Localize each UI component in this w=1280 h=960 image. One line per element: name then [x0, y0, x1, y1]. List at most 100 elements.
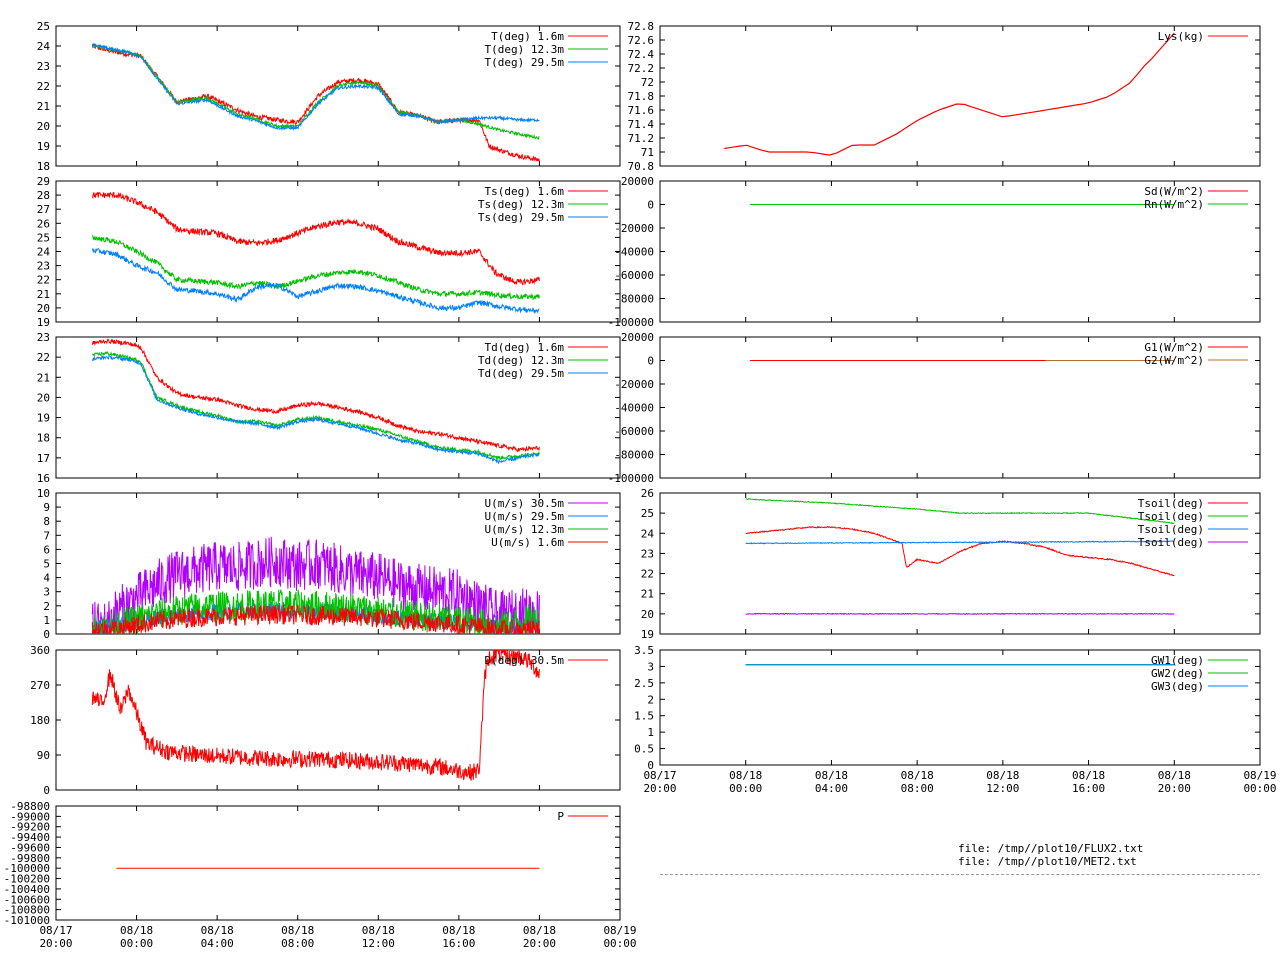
y-tick-label: 10	[37, 487, 50, 500]
legend-label: G2(W/m^2)	[1144, 354, 1204, 367]
legend-label: Tsoil(deg)	[1138, 497, 1204, 510]
legend-label: G1(W/m^2)	[1144, 341, 1204, 354]
y-tick-label: 8	[43, 515, 50, 528]
series-line-2	[745, 540, 1175, 545]
y-tick-label: 24	[37, 40, 51, 53]
file-label-flux: file: /tmp//plot10/FLUX2.txt	[958, 842, 1144, 855]
dashed-divider	[660, 874, 1260, 875]
y-tick-label: 5	[43, 558, 50, 571]
series-line-1	[745, 498, 1175, 525]
y-tick-label: -99000	[10, 810, 50, 823]
y-tick-label: -80000	[614, 293, 654, 306]
plot-frame	[55, 336, 621, 479]
y-tick-label: 0	[647, 355, 654, 368]
y-tick-label: 21	[641, 588, 654, 601]
x-tick-date: 08/18	[362, 924, 395, 937]
y-tick-label: 0	[647, 199, 654, 212]
x-tick-time: 04:00	[815, 782, 848, 795]
y-tick-label: -60000	[614, 269, 654, 282]
y-tick-label: 6	[43, 543, 50, 556]
y-tick-label: -100000	[608, 472, 654, 485]
y-tick-label: 25	[37, 231, 50, 244]
legend-label: Td(deg) 12.3m	[478, 354, 564, 367]
legend-label: U(m/s) 1.6m	[491, 536, 564, 549]
y-tick-label: 71.8	[628, 90, 655, 103]
y-tick-label: -100400	[4, 883, 50, 896]
x-tick-time: 08:00	[281, 937, 314, 950]
y-tick-label: 0	[647, 759, 654, 772]
y-tick-label: -101000	[4, 914, 50, 927]
y-tick-label: 16	[37, 472, 50, 485]
y-tick-label: -99200	[10, 821, 50, 834]
legend-label: GW2(deg)	[1151, 667, 1204, 680]
x-tick-time: 20:00	[643, 782, 676, 795]
x-tick-date: 08/18	[201, 924, 234, 937]
y-tick-label: 23	[37, 260, 50, 273]
x-tick-date: 08/19	[603, 924, 636, 937]
legend-label: D(deg) 30.5m	[485, 654, 565, 667]
y-tick-label: 20	[37, 120, 50, 133]
x-tick-time: 00:00	[1243, 782, 1276, 795]
y-tick-label: -100800	[4, 904, 50, 917]
series-line-3	[91, 604, 540, 634]
legend-label: U(m/s) 12.3m	[485, 523, 565, 536]
y-tick-label: -99600	[10, 841, 50, 854]
series-line-2	[91, 354, 540, 465]
y-tick-label: 23	[37, 60, 50, 73]
y-tick-label: 270	[30, 679, 50, 692]
legend-label: P	[557, 810, 564, 823]
y-tick-label: 0	[43, 784, 50, 797]
y-tick-label: 20	[37, 391, 50, 404]
panel-soil-temp: 1920212223242526Tsoil(deg)Tsoil(deg)Tsoi…	[641, 487, 1261, 641]
y-tick-label: 3.5	[634, 644, 654, 657]
y-tick-label: 4	[43, 572, 50, 585]
y-tick-label: -100000	[4, 862, 50, 875]
legend-label: Rn(W/m^2)	[1144, 198, 1204, 211]
legend-label: T(deg) 12.3m	[485, 43, 565, 56]
y-tick-label: 2	[43, 600, 50, 613]
y-tick-label: 26	[37, 217, 50, 230]
series-line-1	[91, 350, 540, 461]
y-tick-label: 72.4	[628, 48, 655, 61]
plot-frame	[659, 649, 1261, 766]
y-tick-label: -100000	[608, 316, 654, 329]
y-tick-label: 90	[37, 749, 50, 762]
x-tick-time: 04:00	[201, 937, 234, 950]
series-line-0	[745, 525, 1175, 577]
panel-groundwater: 00.511.522.533.508/1720:0008/1800:0008/1…	[634, 644, 1276, 795]
y-tick-label: 19	[641, 628, 654, 641]
y-tick-label: -99400	[10, 831, 50, 844]
y-tick-label: 21	[37, 100, 50, 113]
legend-label: Tsoil(deg)	[1138, 523, 1204, 536]
y-tick-label: 1.5	[634, 710, 654, 723]
y-tick-label: 18	[37, 432, 50, 445]
series-line-0	[724, 32, 1175, 156]
y-tick-label: 28	[37, 189, 50, 202]
legend-label: U(m/s) 30.5m	[485, 497, 565, 510]
y-tick-label: 71.6	[628, 104, 655, 117]
y-tick-label: -98800	[10, 800, 50, 813]
legend-label: Td(deg) 1.6m	[485, 341, 565, 354]
legend-label: Tsoil(deg)	[1138, 536, 1204, 549]
x-tick-time: 12:00	[986, 782, 1019, 795]
y-tick-label: 3	[43, 586, 50, 599]
y-tick-label: -40000	[614, 246, 654, 259]
y-tick-label: 21	[37, 288, 50, 301]
legend-label: GW1(deg)	[1151, 654, 1204, 667]
x-tick-time: 20:00	[39, 937, 72, 950]
y-tick-label: -20000	[614, 378, 654, 391]
y-tick-label: 71.2	[628, 132, 655, 145]
x-tick-time: 00:00	[729, 782, 762, 795]
panel-radiation: -100000 -80000 -60000 -40000 -20000 0 20000 Sd(…	[608, 175, 1261, 329]
y-tick-label: 9	[43, 501, 50, 514]
y-tick-label: 71	[641, 146, 654, 159]
x-tick-date: 08/18	[815, 769, 848, 782]
panel-air-temp: 18 19 20 21 22 23 24 25 T(deg) 1.6mT(deg) 12.3mT…	[37, 20, 621, 173]
plot-frame	[659, 25, 1261, 167]
panel-ground-flux: -100000 -80000 -60000 -40000 -20000 0 20000 G1(…	[608, 331, 1261, 485]
y-tick-label: 23	[37, 331, 50, 344]
y-tick-label: 29	[37, 175, 50, 188]
